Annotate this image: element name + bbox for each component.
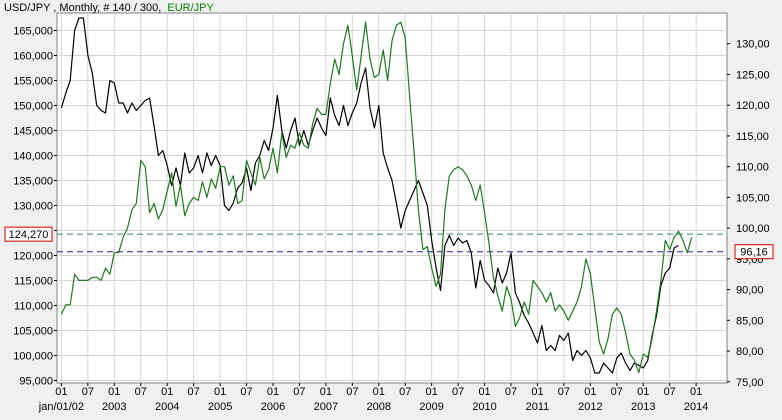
y-left-tick-label: 110,000: [14, 301, 53, 313]
x-tick-label-year: 2007: [314, 401, 338, 413]
x-tick-label-year: 2003: [102, 401, 126, 413]
x-tick-label-year: 2011: [526, 401, 550, 413]
x-tick-label-month: 07: [135, 386, 147, 398]
y-right-tick-label: 110,00: [736, 162, 769, 174]
y-right-tick-label: 85,00: [736, 315, 764, 327]
x-tick-label-month: 07: [452, 386, 464, 398]
chart-title-overlay: EUR/JPY: [167, 2, 214, 14]
y-right-tick-label: 90,00: [736, 285, 764, 297]
y-left-tick-label: 145,000: [13, 126, 53, 138]
series-usd-jpy-line: [60, 17, 679, 374]
left-value-tag-box: [4, 226, 53, 242]
y-left-tick-label: 135,000: [13, 176, 53, 188]
x-tick-label-year: 2014: [684, 401, 708, 413]
y-right-tick-label: 75,00: [736, 377, 764, 389]
grid-lines: [57, 13, 727, 383]
y-left-tick-label: 100,000: [13, 351, 53, 363]
x-tick-label-month: 01: [320, 386, 332, 398]
y-left-tick-label: 115,000: [14, 276, 53, 288]
y-left-tick-label: 160,000: [13, 51, 53, 63]
x-tick-label-year: 2004: [155, 401, 179, 413]
y-left-tick-label: 150,000: [13, 101, 53, 113]
x-tick-label-month: 07: [82, 386, 94, 398]
y-right-tick-label: 125,00: [736, 69, 770, 81]
x-tick-label-month: 07: [664, 386, 676, 398]
x-axis-labels: 01 07 01 07 01 07 01 07 01 07 01 07 01 07 01 07 01 07 01 07…: [38, 383, 708, 413]
y-left-tick-label: 165,000: [13, 26, 53, 38]
y-left-tick-label: 95,000: [19, 376, 53, 388]
x-tick-label-month: 07: [399, 386, 411, 398]
x-tick-label-year: 2012: [578, 401, 602, 413]
x-tick-label-month: 07: [293, 386, 305, 398]
x-tick-label-month: 01: [373, 386, 385, 398]
x-tick-label-month: 07: [240, 386, 252, 398]
x-tick-label-month: 01: [531, 386, 543, 398]
x-tick-label-year: 2010: [472, 401, 496, 413]
y-axis-left-labels: 95,000 100,000 105,000 110,000 115,000 120,00…: [13, 26, 57, 388]
x-tick-label-month: 07: [505, 386, 517, 398]
x-tick-label-month: 01: [161, 386, 173, 398]
y-left-tick-label: 155,000: [13, 76, 53, 88]
y-right-tick-label: 115,00: [736, 131, 769, 143]
x-tick-label-month: 01: [637, 386, 649, 398]
x-tick-label-year: jan/01/02: [38, 401, 84, 413]
chart-title: USD/JPY , Monthly, # 140 / 300, EUR/JPY: [4, 2, 215, 14]
series-lines: [60, 17, 693, 374]
x-tick-label-month: 01: [426, 386, 438, 398]
y-right-tick-label: 105,00: [736, 192, 770, 204]
x-tick-label-month: 07: [188, 386, 200, 398]
x-tick-label-month: 01: [478, 386, 490, 398]
x-tick-label-month: 01: [267, 386, 279, 398]
y-right-tick-label: 100,00: [736, 223, 770, 235]
x-tick-label-month: 07: [558, 386, 570, 398]
y-right-tick-label: 120,00: [736, 100, 770, 112]
value-tags: 124,270 96,16: [4, 226, 774, 260]
y-left-tick-label: 120,000: [13, 251, 53, 263]
y-axis-right-labels: 75,0080,0085,0090,0095,00100,00105,00110…: [727, 39, 770, 389]
x-tick-label-month: 01: [55, 386, 67, 398]
reference-lines: [57, 233, 727, 253]
x-tick-label-year: 2009: [419, 401, 443, 413]
y-right-tick-label: 130,00: [736, 39, 770, 51]
x-tick-label-month: 01: [108, 386, 120, 398]
chart-title-main: USD/JPY , Monthly, # 140 / 300,: [4, 2, 161, 14]
series-eur-jpy-line: [60, 21, 693, 374]
x-tick-label-month: 07: [611, 386, 623, 398]
x-tick-label-month: 07: [346, 386, 358, 398]
x-tick-label-year: 2008: [367, 401, 391, 413]
x-tick-label-year: 2013: [631, 401, 655, 413]
y-left-tick-label: 105,000: [13, 326, 53, 338]
left-value-tag-text: 124,270: [9, 229, 49, 241]
x-tick-label-year: 2005: [208, 401, 232, 413]
x-tick-label-month: 01: [584, 386, 596, 398]
y-right-tick-label: 80,00: [736, 346, 764, 358]
right-value-tag-box: [734, 244, 774, 260]
x-tick-label-year: 2006: [261, 401, 285, 413]
plot-area: [56, 12, 728, 384]
right-value-tag-text: 96,16: [740, 247, 768, 259]
x-tick-label-month: 01: [214, 386, 226, 398]
y-left-tick-label: 140,000: [13, 151, 53, 163]
y-left-tick-label: 130,000: [13, 201, 53, 213]
x-tick-label-month: 01: [690, 386, 702, 398]
